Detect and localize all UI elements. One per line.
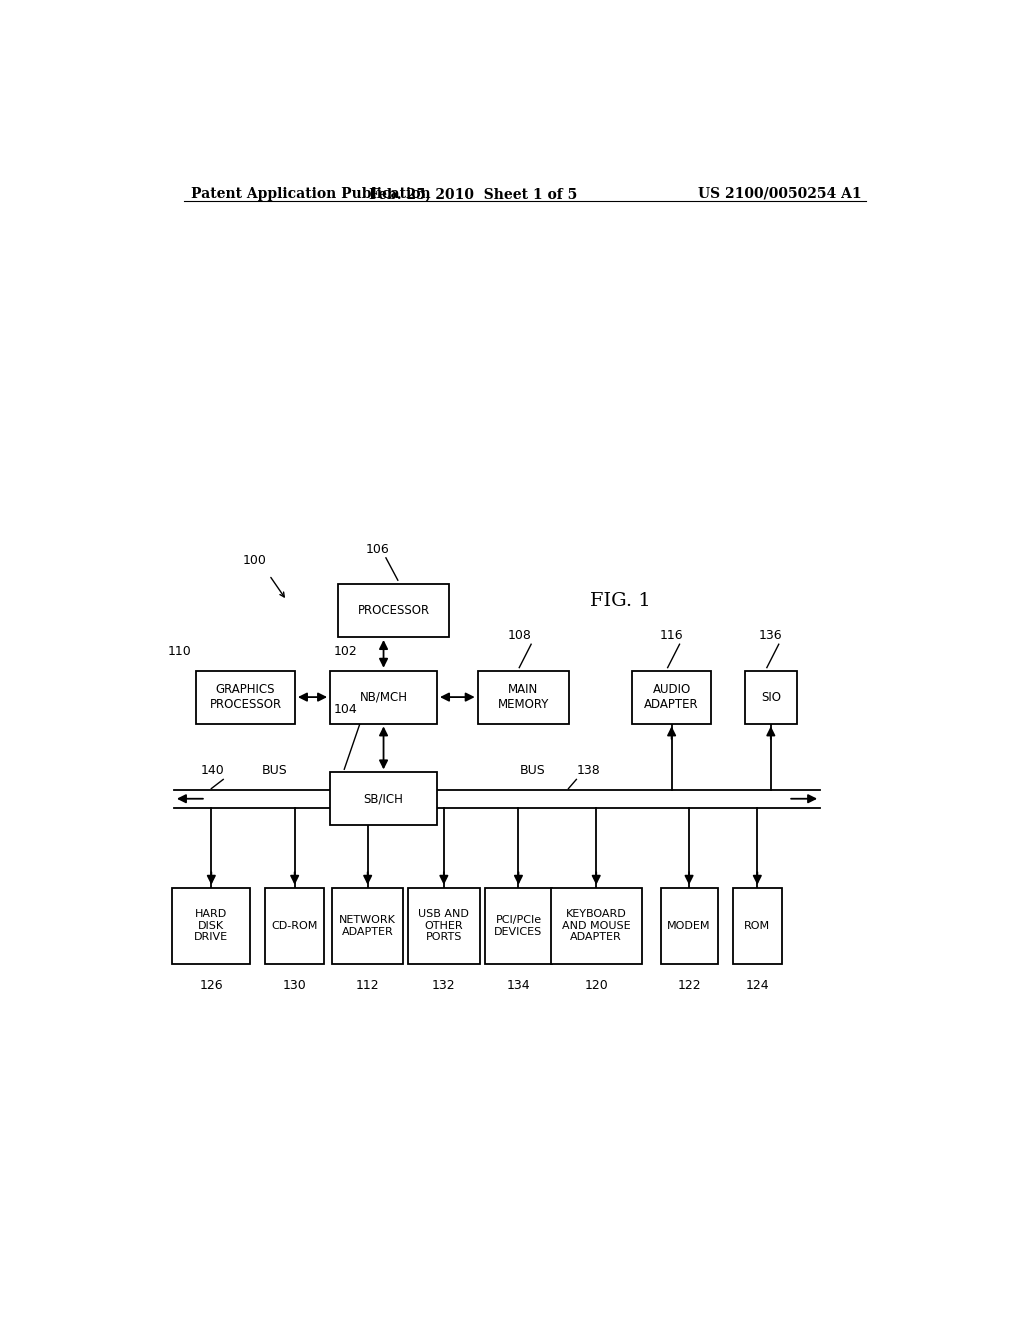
Bar [660,887,718,964]
Text: 122: 122 [677,979,700,993]
Text: MAIN
MEMORY: MAIN MEMORY [498,682,549,711]
Text: MODEM: MODEM [668,921,711,931]
Text: 102: 102 [334,645,357,659]
Text: GRAPHICS
PROCESSOR: GRAPHICS PROCESSOR [209,682,282,711]
Text: BUS: BUS [520,764,546,777]
Text: Patent Application Publication: Patent Application Publication [191,187,431,201]
Bar [330,772,437,825]
Text: 136: 136 [759,630,782,643]
Text: FIG. 1: FIG. 1 [590,591,650,610]
Text: 130: 130 [283,979,306,993]
Bar [330,671,437,723]
Bar [484,887,552,964]
Text: 138: 138 [577,764,600,777]
Text: 106: 106 [367,543,390,556]
Text: Feb. 25, 2010  Sheet 1 of 5: Feb. 25, 2010 Sheet 1 of 5 [369,187,578,201]
Bar [196,671,295,723]
Text: SIO: SIO [761,690,781,704]
Bar [551,887,642,964]
Text: SB/ICH: SB/ICH [364,792,403,805]
Bar [172,887,250,964]
Text: 124: 124 [745,979,769,993]
Bar [632,671,712,723]
Text: AUDIO
ADAPTER: AUDIO ADAPTER [644,682,699,711]
Text: 132: 132 [432,979,456,993]
Text: 116: 116 [659,630,683,643]
Text: KEYBOARD
AND MOUSE
ADAPTER: KEYBOARD AND MOUSE ADAPTER [562,909,631,942]
Text: BUS: BUS [262,764,288,777]
Text: CD-ROM: CD-ROM [271,921,317,931]
Text: US 2100/0050254 A1: US 2100/0050254 A1 [698,187,862,201]
Text: 108: 108 [507,630,531,643]
Text: 100: 100 [243,554,267,568]
Text: 120: 120 [585,979,608,993]
Bar [745,671,797,723]
Bar [265,887,325,964]
Bar [409,887,479,964]
Bar [332,887,403,964]
Bar [338,585,450,638]
Text: NETWORK
ADAPTER: NETWORK ADAPTER [339,915,396,937]
Text: 134: 134 [507,979,530,993]
Bar [733,887,782,964]
Text: PCI/PCIe
DEVICES: PCI/PCIe DEVICES [495,915,543,937]
Text: ROM: ROM [744,921,770,931]
Text: 126: 126 [200,979,223,993]
Text: 140: 140 [201,764,224,777]
Text: NB/MCH: NB/MCH [359,690,408,704]
Bar [477,671,569,723]
Text: 112: 112 [356,979,380,993]
Text: USB AND
OTHER
PORTS: USB AND OTHER PORTS [419,909,469,942]
Text: 110: 110 [168,645,191,659]
Text: PROCESSOR: PROCESSOR [357,605,430,618]
Text: HARD
DISK
DRIVE: HARD DISK DRIVE [195,909,228,942]
Text: 104: 104 [334,704,357,717]
